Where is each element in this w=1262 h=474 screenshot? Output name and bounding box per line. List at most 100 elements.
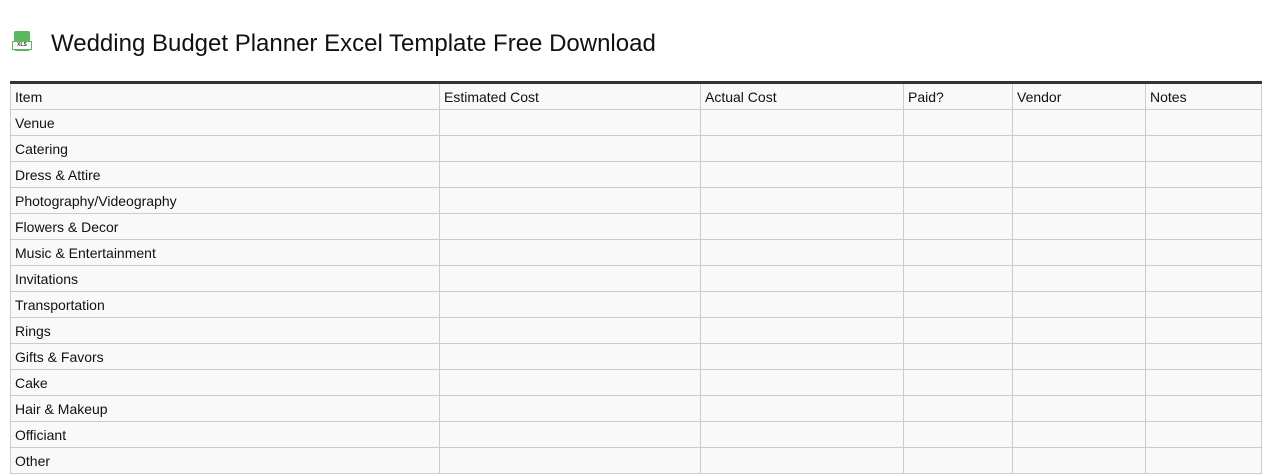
page-title: Wedding Budget Planner Excel Template Fr… <box>51 30 656 57</box>
empty-cell[interactable] <box>700 239 904 266</box>
header-row: Item Estimated Cost Actual Cost Paid? Vendor… <box>10 82 1262 110</box>
empty-cell[interactable] <box>1012 187 1146 214</box>
empty-cell[interactable] <box>700 291 904 318</box>
empty-cell[interactable] <box>903 395 1013 422</box>
table-row: Officiant <box>10 421 1262 448</box>
empty-cell[interactable] <box>700 187 904 214</box>
empty-cell[interactable] <box>700 343 904 370</box>
empty-cell[interactable] <box>1145 343 1262 370</box>
item-cell[interactable]: Venue <box>10 109 440 136</box>
empty-cell[interactable] <box>1012 161 1146 188</box>
empty-cell[interactable] <box>439 317 701 344</box>
empty-cell[interactable] <box>700 213 904 240</box>
column-header: Item <box>10 82 440 110</box>
empty-cell[interactable] <box>1145 187 1262 214</box>
empty-cell[interactable] <box>439 395 701 422</box>
empty-cell[interactable] <box>1145 317 1262 344</box>
item-cell[interactable]: Music & Entertainment <box>10 239 440 266</box>
empty-cell[interactable] <box>903 135 1013 162</box>
empty-cell[interactable] <box>1145 291 1262 318</box>
header: XLS Wedding Budget Planner Excel Templat… <box>12 30 656 58</box>
empty-cell[interactable] <box>1012 317 1146 344</box>
empty-cell[interactable] <box>903 109 1013 136</box>
item-cell[interactable]: Dress & Attire <box>10 161 440 188</box>
empty-cell[interactable] <box>1145 421 1262 448</box>
empty-cell[interactable] <box>903 187 1013 214</box>
xls-file-icon: XLS <box>12 30 32 55</box>
item-cell[interactable]: Photography/Videography <box>10 187 440 214</box>
empty-cell[interactable] <box>1145 395 1262 422</box>
item-cell[interactable]: Invitations <box>10 265 440 292</box>
empty-cell[interactable] <box>1012 109 1146 136</box>
empty-cell[interactable] <box>1145 265 1262 292</box>
item-cell[interactable]: Transportation <box>10 291 440 318</box>
table-row: Photography/Videography <box>10 187 1262 214</box>
empty-cell[interactable] <box>1012 265 1146 292</box>
empty-cell[interactable] <box>903 369 1013 396</box>
empty-cell[interactable] <box>903 343 1013 370</box>
empty-cell[interactable] <box>1145 239 1262 266</box>
empty-cell[interactable] <box>1145 369 1262 396</box>
empty-cell[interactable] <box>903 291 1013 318</box>
table-row: Dress & Attire <box>10 161 1262 188</box>
empty-cell[interactable] <box>439 135 701 162</box>
empty-cell[interactable] <box>439 161 701 188</box>
empty-cell[interactable] <box>1012 343 1146 370</box>
empty-cell[interactable] <box>700 369 904 396</box>
empty-cell[interactable] <box>439 447 701 474</box>
empty-cell[interactable] <box>700 317 904 344</box>
item-cell[interactable]: Hair & Makeup <box>10 395 440 422</box>
item-cell[interactable]: Other <box>10 447 440 474</box>
empty-cell[interactable] <box>1145 447 1262 474</box>
item-cell[interactable]: Gifts & Favors <box>10 343 440 370</box>
empty-cell[interactable] <box>700 109 904 136</box>
budget-table: Item Estimated Cost Actual Cost Paid? Vendor… <box>10 81 1262 474</box>
empty-cell[interactable] <box>1145 161 1262 188</box>
item-cell[interactable]: Rings <box>10 317 440 344</box>
empty-cell[interactable] <box>1012 369 1146 396</box>
empty-cell[interactable] <box>439 265 701 292</box>
column-header: Actual Cost <box>700 82 904 110</box>
empty-cell[interactable] <box>1012 213 1146 240</box>
empty-cell[interactable] <box>1012 135 1146 162</box>
empty-cell[interactable] <box>903 239 1013 266</box>
empty-cell[interactable] <box>1012 239 1146 266</box>
empty-cell[interactable] <box>903 161 1013 188</box>
item-cell[interactable]: Cake <box>10 369 440 396</box>
item-cell[interactable]: Flowers & Decor <box>10 213 440 240</box>
empty-cell[interactable] <box>700 161 904 188</box>
empty-cell[interactable] <box>903 213 1013 240</box>
empty-cell[interactable] <box>1012 421 1146 448</box>
empty-cell[interactable] <box>1012 447 1146 474</box>
table-row: Invitations <box>10 265 1262 292</box>
empty-cell[interactable] <box>700 265 904 292</box>
empty-cell[interactable] <box>700 421 904 448</box>
table-row: Music & Entertainment <box>10 239 1262 266</box>
empty-cell[interactable] <box>1145 135 1262 162</box>
empty-cell[interactable] <box>700 447 904 474</box>
table-row: Flowers & Decor <box>10 213 1262 240</box>
item-cell[interactable]: Officiant <box>10 421 440 448</box>
empty-cell[interactable] <box>439 187 701 214</box>
empty-cell[interactable] <box>1145 213 1262 240</box>
empty-cell[interactable] <box>903 421 1013 448</box>
empty-cell[interactable] <box>439 239 701 266</box>
empty-cell[interactable] <box>903 265 1013 292</box>
empty-cell[interactable] <box>700 135 904 162</box>
empty-cell[interactable] <box>439 369 701 396</box>
empty-cell[interactable] <box>439 343 701 370</box>
empty-cell[interactable] <box>903 447 1013 474</box>
empty-cell[interactable] <box>903 317 1013 344</box>
empty-cell[interactable] <box>1012 291 1146 318</box>
empty-cell[interactable] <box>1145 109 1262 136</box>
empty-cell[interactable] <box>700 395 904 422</box>
empty-cell[interactable] <box>439 291 701 318</box>
item-cell[interactable]: Catering <box>10 135 440 162</box>
empty-cell[interactable] <box>439 213 701 240</box>
empty-cell[interactable] <box>1012 395 1146 422</box>
table-row: Gifts & Favors <box>10 343 1262 370</box>
table-row: Other <box>10 447 1262 474</box>
empty-cell[interactable] <box>439 421 701 448</box>
column-header: Paid? <box>903 82 1013 110</box>
empty-cell[interactable] <box>439 109 701 136</box>
